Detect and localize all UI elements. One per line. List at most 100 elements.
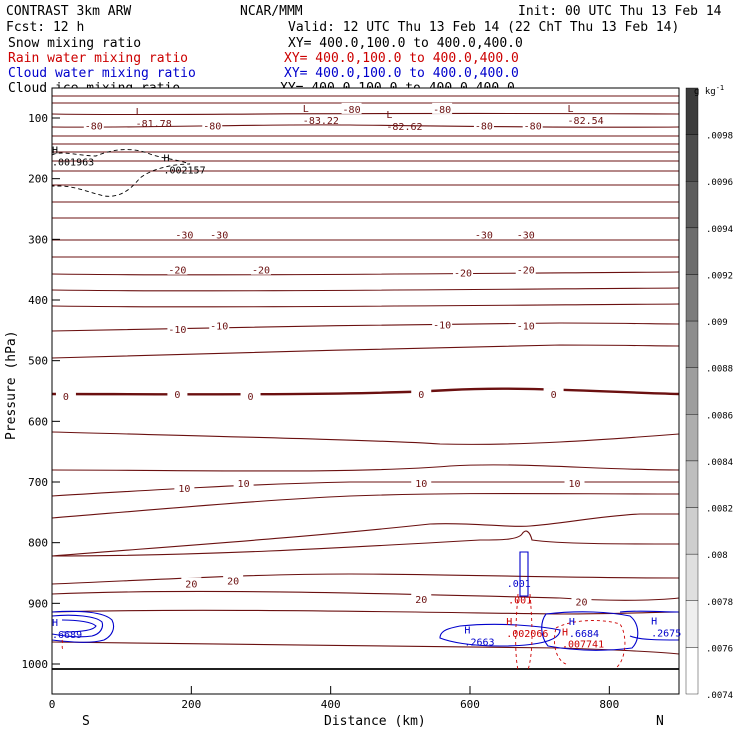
temperature-label: 0 [248,392,254,403]
temperature-label: -10 [433,320,451,331]
colorbar-label: .0092 [706,271,733,281]
temperature-label: -10 [210,321,228,332]
extremum-value: .001963 [52,157,94,168]
x-tick-label: 0 [49,698,56,711]
temperature-label: -80 [343,105,361,116]
extremum-value: -82.62 [386,122,422,133]
temp-label-bg [564,477,585,489]
temperature-label: 0 [551,390,557,401]
cloud-ice-contours [51,149,191,197]
temp-contour [51,641,680,655]
temp-contour [51,609,680,615]
y-tick-label: 400 [28,294,48,307]
temperature-label: 10 [238,479,250,490]
temp-label-bg [473,119,494,131]
temp-label-bg [240,389,261,401]
temperature-label: -20 [454,269,472,280]
y-tick-label: 200 [28,173,48,186]
temp-contour [51,464,680,472]
y-tick-label: 1000 [22,658,49,671]
temp-label-bg [174,228,195,240]
colorbar-label: .0082 [706,505,733,515]
temp-label-bg [55,389,76,401]
extremum-marker: H [163,154,169,165]
extremum-value: -81.78 [136,119,172,130]
temp-label-bg [453,266,474,278]
colorbar-swatch [685,227,699,275]
temp-label-bg [473,228,494,240]
temp-label-bg [411,388,432,400]
rain-contours [61,593,626,671]
legend-cloud-water: Cloud water mixing ratio [8,66,196,81]
colorbar-swatch [685,181,699,229]
extremum-marker: H [569,617,575,628]
legend-rain-xy: XY= 400.0,100.0 to 400.0,400.0 [284,51,519,66]
temp-label-bg [341,102,362,114]
temp-label-bg [223,574,244,586]
x-axis: 0 200 400 600 800 [49,686,619,711]
temp-label-bg [181,577,202,589]
cw-contour [61,619,97,633]
legend-snow: Snow mixing ratio [8,36,141,51]
colorbar-swatch [685,600,699,648]
cw-contour [51,610,115,643]
extremum-marker: H [52,145,58,156]
temperature-label: -10 [168,325,186,336]
colorbar-swatch [685,507,699,555]
extremum-marker: H [651,617,657,628]
init-time: Init: 00 UTC Thu 13 Feb 14 [518,4,722,19]
temperature-label: 10 [568,479,580,490]
y-tick-label: 300 [28,233,48,246]
legend-cloud-water-xy: XY= 400.0,100.0 to 400.0,400.0 [284,66,519,81]
temperature-label: -10 [517,321,535,332]
colorbar-swatch [685,647,699,695]
org-title: NCAR/MMM [240,4,303,19]
y-tick-label: 900 [28,597,48,610]
colorbar-label: .0078 [706,598,733,608]
temp-label-bg [522,119,543,131]
extrema-labels: L-81.78L-83.22L-82.62L-82.54H.001963 H.00… [52,104,681,651]
temp-label-bg [233,477,254,489]
extremum-marker: H [562,628,568,639]
temp-label-bg [167,388,188,400]
temp-contour [51,530,680,557]
colorbar-label: .0074 [706,691,733,701]
colorbar: .0098 .0096 .0094 .0092 .009 .0088 .0086 .0084.… [685,87,733,701]
temperature-label: -30 [475,230,493,241]
temperature-label: -80 [85,121,103,132]
left-endpoint: S [82,714,90,729]
temp-contour [51,271,680,276]
x-tick-label: 800 [599,698,619,711]
temp-label-bg [83,119,104,131]
temp-contour [51,344,680,359]
contour-value-label: .001 [507,579,531,590]
x-tick-label: 200 [181,698,201,711]
extremum-value: .007741 [562,640,604,651]
ice-contour [51,149,191,197]
colorbar-label: .008 [706,551,728,561]
x-tick-label: 600 [460,698,480,711]
colorbar-label: .0088 [706,365,733,375]
temperature-label: 10 [178,484,190,495]
temperature-label: -80 [433,105,451,116]
colorbar-unit: g kg-1 [694,84,724,97]
colorbar-label: .0076 [706,644,733,654]
temp-label-bg [209,319,230,331]
temperature-label: 0 [418,390,424,401]
temperature-label: 0 [174,390,180,401]
colorbar-swatch [685,460,699,508]
temp-label-bg [515,263,536,275]
y-tick-label: 800 [28,537,48,550]
temp-label-bg [571,595,592,607]
temp-label-bg [411,477,432,489]
temp-label-bg [411,593,432,605]
cw-contour [439,623,561,647]
temperature-label: 20 [575,598,587,609]
temperature-label: -80 [475,121,493,132]
temperature-label: -30 [210,230,228,241]
temp-label-bg [167,263,188,275]
temperature-label: -30 [175,230,193,241]
temp-contour [51,112,680,116]
valid-time: Valid: 12 UTC Thu 13 Feb 14 (22 ChT Thu … [288,20,679,35]
forecast-hour: Fcst: 12 h [6,20,84,35]
